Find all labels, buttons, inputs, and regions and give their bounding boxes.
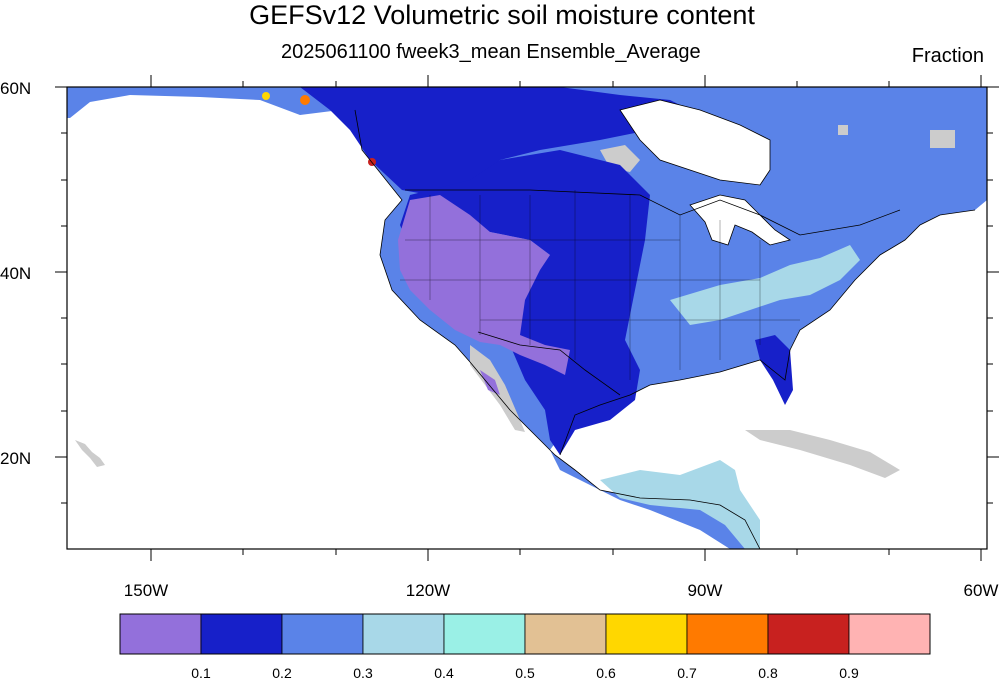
wet-spot-alaska-2 <box>262 92 270 100</box>
colorbar-boxes <box>119 613 931 655</box>
colorbar-label: 0.6 <box>596 665 616 681</box>
missing-data-caribbean <box>745 430 900 478</box>
colorbar-box-9 <box>848 613 931 655</box>
lat-label-20n: 20N <box>0 449 31 468</box>
lon-label-150w: 150W <box>124 581 168 600</box>
colorbar-box-0 <box>119 613 202 655</box>
colorbar-box-6 <box>605 613 688 655</box>
moist-region-appalachia <box>670 245 860 325</box>
colorbar-label: 0.8 <box>758 665 778 681</box>
dry-region-baja <box>480 370 500 395</box>
great-lakes <box>690 195 790 245</box>
colorbar-box-5 <box>524 613 607 655</box>
colorbar-frame <box>119 613 931 655</box>
lon-label-120w: 120W <box>406 581 450 600</box>
axis-ticks <box>55 75 999 561</box>
units-label: Fraction <box>911 45 984 67</box>
lat-label-60n: 60N <box>0 79 31 98</box>
colorbar-label: 0.9 <box>839 665 859 681</box>
hudson-bay <box>620 100 770 185</box>
missing-data-canada-1 <box>838 125 848 135</box>
colorbar-box-8 <box>767 613 850 655</box>
lon-label-60w: 60W <box>964 581 999 600</box>
moist-region-gulf-mexico <box>600 460 760 549</box>
colorbar-box-2 <box>281 613 364 655</box>
colorbar: 0.1 0.2 0.3 0.4 0.5 0.6 0.7 0.8 0.9 <box>119 613 931 681</box>
low-moisture-florida <box>755 335 793 405</box>
hawaii-islands <box>75 440 105 467</box>
land-region-alaska <box>67 87 340 118</box>
wet-spot-alaska-1 <box>300 95 310 105</box>
colorbar-label: 0.7 <box>677 665 697 681</box>
colorbar-label: 0.3 <box>353 665 373 681</box>
colorbar-label: 0.1 <box>191 665 211 681</box>
colorbar-label: 0.4 <box>434 665 454 681</box>
lat-label-40n: 40N <box>0 264 31 283</box>
colorbar-box-7 <box>686 613 769 655</box>
low-moisture-northern-belt <box>300 87 700 195</box>
lon-label-90w: 90W <box>688 581 723 600</box>
colorbar-box-4 <box>443 613 526 655</box>
missing-data-labrador <box>930 130 955 148</box>
colorbar-box-1 <box>200 613 283 655</box>
colorbar-box-3 <box>362 613 445 655</box>
state-borders <box>400 190 800 380</box>
colorbar-labels: 0.1 0.2 0.3 0.4 0.5 0.6 0.7 0.8 0.9 <box>191 665 859 681</box>
coastlines <box>354 99 976 549</box>
colorbar-label: 0.2 <box>272 665 292 681</box>
map-panel: 60N 40N 20N 150W 120W 90W 60W <box>0 75 999 600</box>
map-title: GEFSv12 Volumetric soil moisture content <box>249 0 755 30</box>
colorbar-label: 0.5 <box>515 665 535 681</box>
map-subtitle: 2025061100 fweek3_mean Ensemble_Average <box>281 41 701 63</box>
